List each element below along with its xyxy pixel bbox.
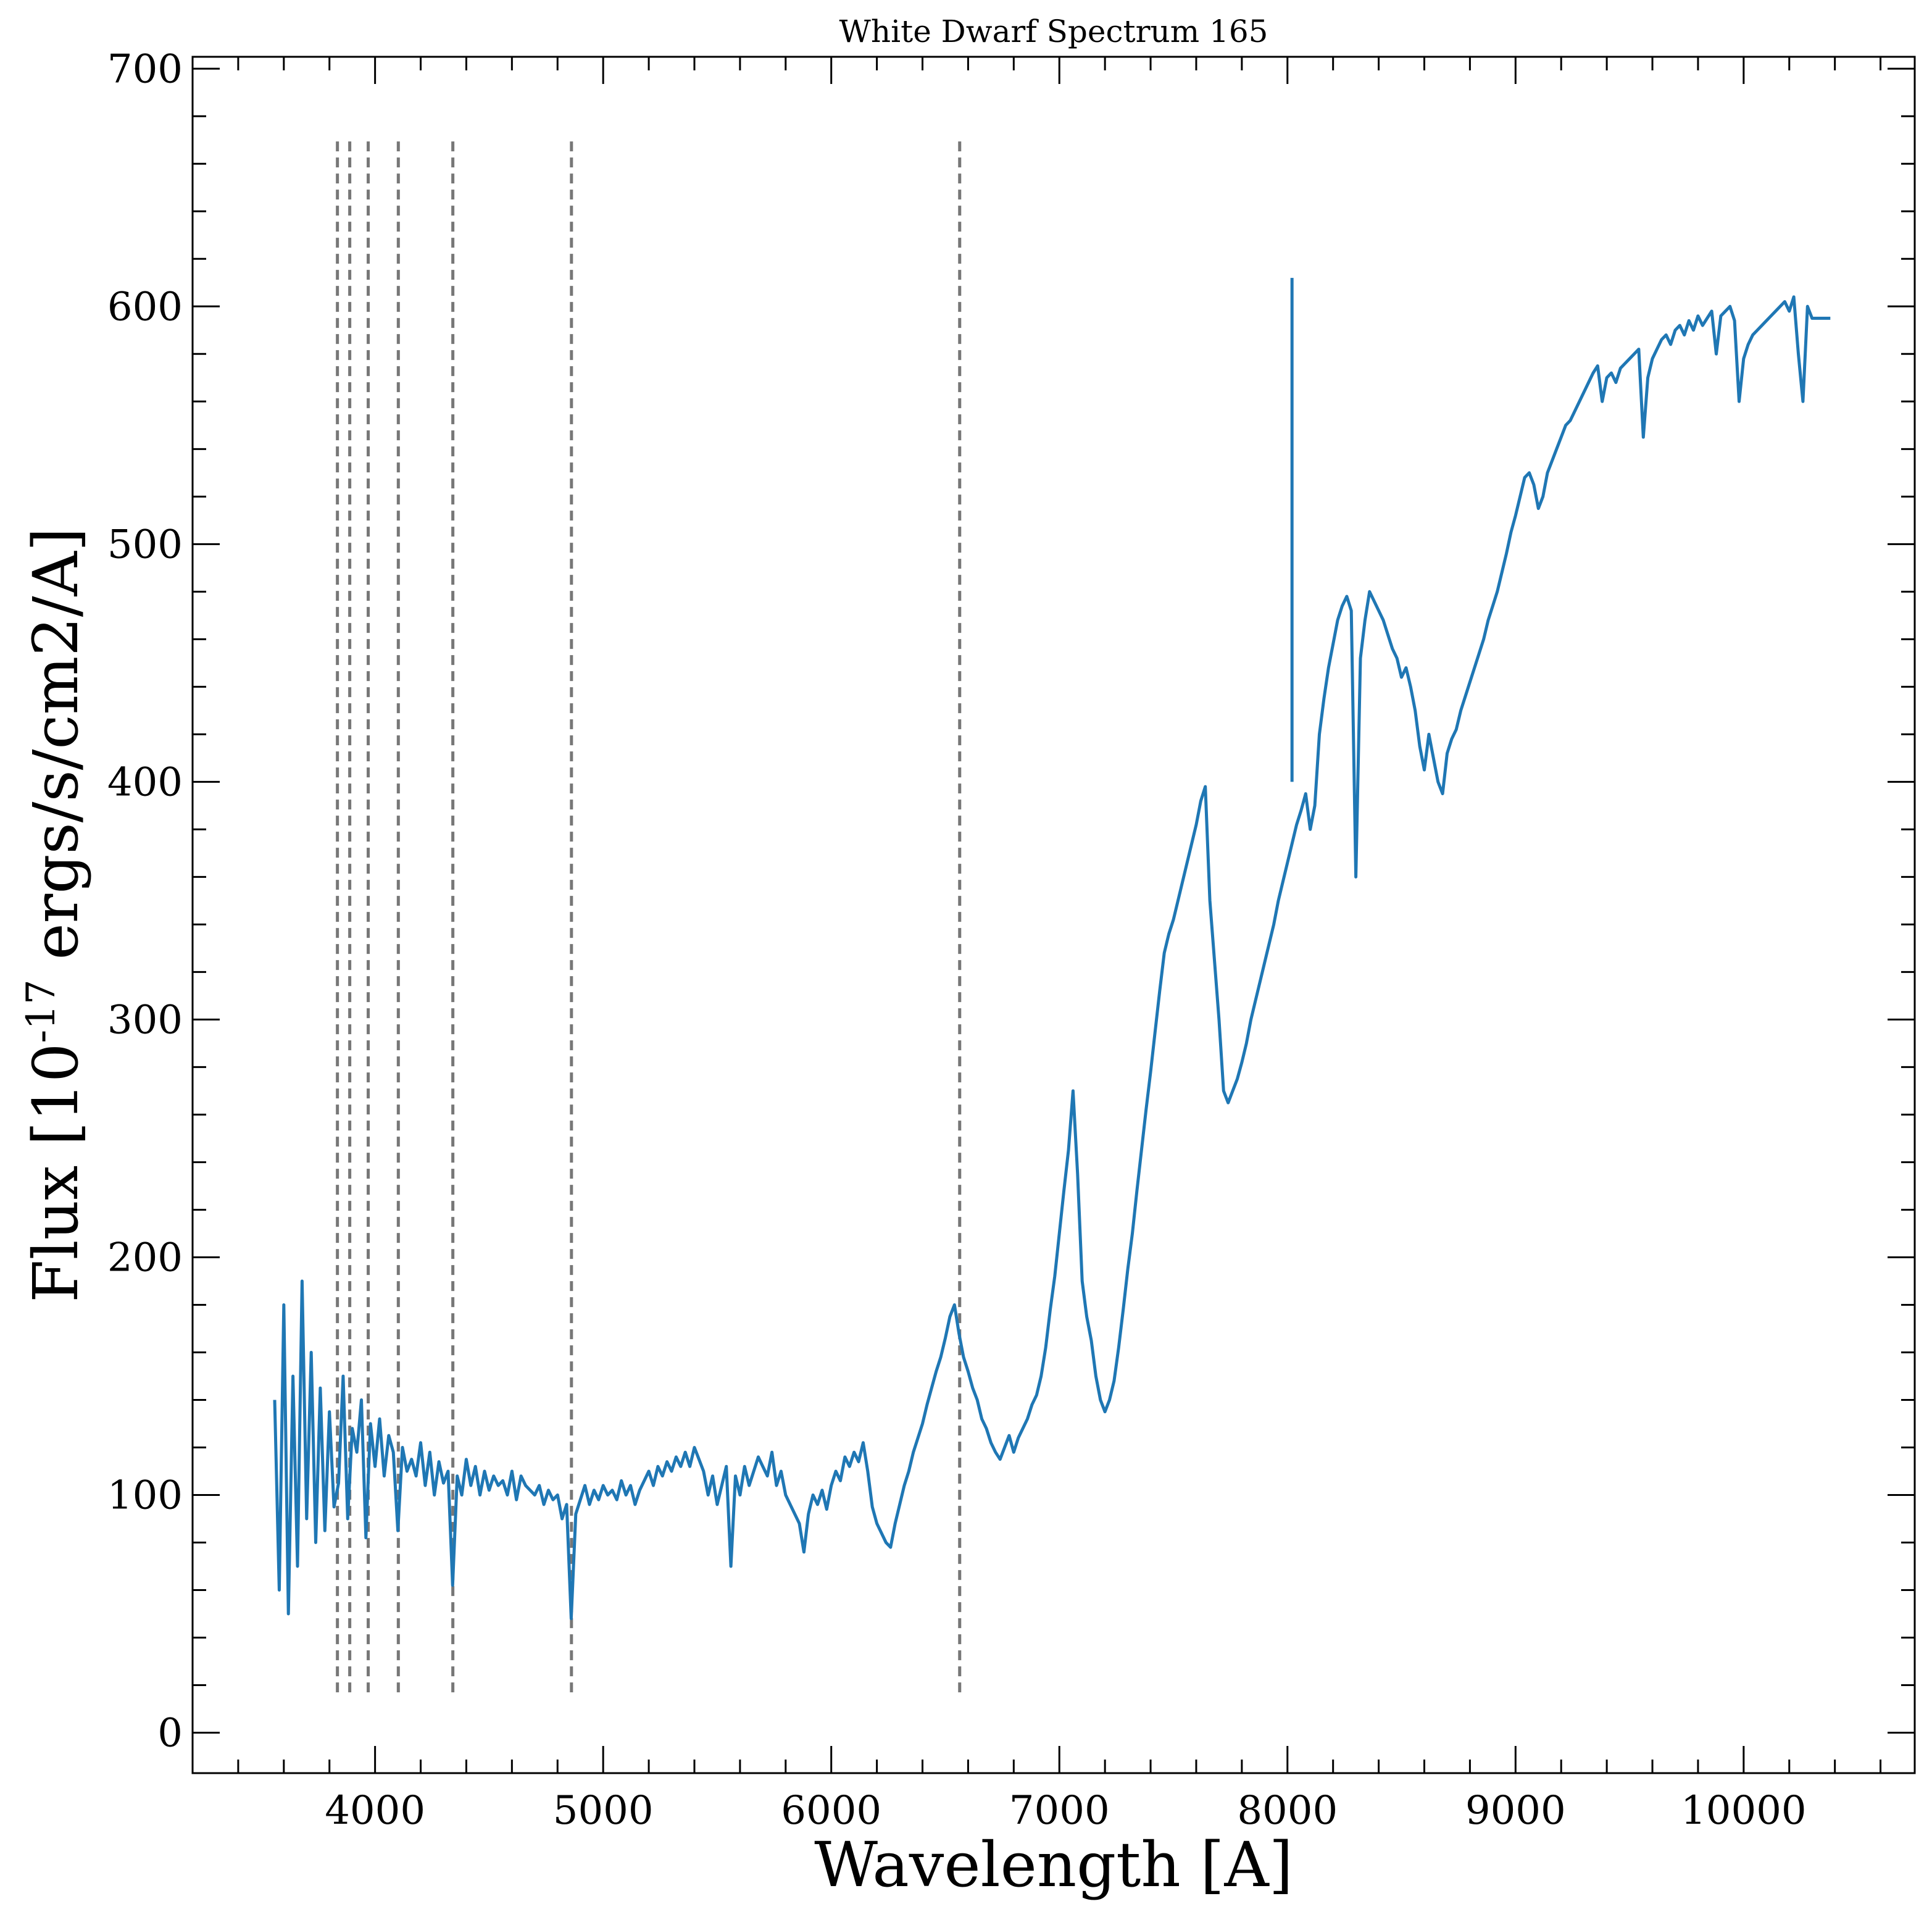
y-tick-label: 100: [107, 1473, 183, 1519]
y-axis-title: Flux [10-17 ergs/s/cm2/A]: [19, 527, 92, 1302]
x-tick-label: 10000: [1681, 1788, 1807, 1834]
x-tick-label: 5000: [553, 1788, 654, 1834]
reference-lines: [336, 140, 962, 1693]
y-tick-label: 600: [107, 284, 183, 330]
plot-frame: [191, 56, 1916, 1774]
x-tick-label: 8000: [1237, 1788, 1338, 1834]
x-tick-label: 7000: [1009, 1788, 1110, 1834]
chart-title: White Dwarf Spectrum 165: [839, 14, 1268, 49]
y-tick-label: 300: [107, 997, 183, 1043]
y-axis-title-prefix: Flux [10: [20, 1043, 92, 1303]
y-tick-label: 500: [107, 522, 183, 567]
x-tick-label: 6000: [781, 1788, 881, 1834]
series-layer: [273, 278, 1831, 1621]
x-tick-label: 9000: [1465, 1788, 1566, 1834]
ticks-layer: 4000 5000 6000 7000 8000 9000 10000 0 100 200 300 4…: [107, 46, 1915, 1834]
x-axis-title: Wavelength [A]: [814, 1829, 1293, 1901]
spectrum-line: [273, 295, 1831, 1621]
y-tick-label: 400: [107, 759, 183, 805]
y-tick-label: 0: [157, 1711, 183, 1756]
y-axis-title-suffix: ergs/s/cm2/A]: [20, 527, 92, 979]
y-tick-label: 700: [107, 46, 183, 92]
y-axis-title-exponent: -17: [19, 979, 64, 1043]
y-tick-label: 200: [107, 1235, 183, 1280]
x-tick-label: 4000: [325, 1788, 425, 1834]
